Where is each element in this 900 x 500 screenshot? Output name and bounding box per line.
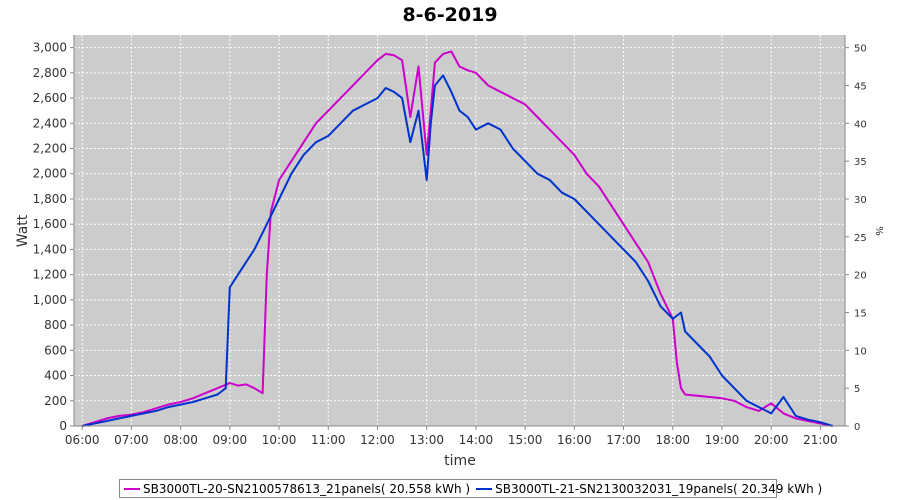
y-tick-label-12: 2,400: [33, 116, 67, 130]
y-right-tick-label-7: 35: [854, 157, 867, 168]
legend-swatch-1: [124, 487, 140, 490]
series-line-1: [81, 50, 833, 427]
x-tick-label-10: 16:00: [557, 433, 592, 447]
y-right-tick-label-5: 25: [854, 233, 867, 244]
y-tick-label-7: 1,400: [33, 242, 67, 256]
x-tick-label-1: 07:00: [114, 433, 149, 447]
x-tick-label-15: 21:00: [803, 433, 838, 447]
y-tick-label-6: 1,200: [33, 268, 67, 282]
y-ticks-right: 0 5 10 15 20 25 30 35 40 45 50: [845, 44, 867, 433]
x-tick-label-5: 11:00: [311, 433, 346, 447]
legend: SB3000TL-20-SN2100578613_21panels( 20.55…: [119, 479, 822, 498]
x-axis-label: time: [444, 453, 476, 469]
y-axis-right-label: %: [873, 226, 884, 236]
x-tick-label-11: 17:00: [606, 433, 641, 447]
plot-background: [74, 35, 845, 426]
y-tick-label-1: 200: [44, 394, 67, 408]
y-right-tick-label-4: 20: [854, 271, 867, 282]
y-tick-label-2: 400: [44, 369, 67, 383]
y-right-tick-label-6: 30: [854, 195, 867, 206]
x-tick-label-8: 14:00: [459, 433, 494, 447]
x-tick-label-0: 06:00: [65, 433, 100, 447]
y-right-tick-label-1: 5: [854, 384, 860, 395]
series-line-2: [82, 74, 833, 427]
legend-entry-2: SB3000TL-21-SN2130032031_19panels( 20.34…: [476, 482, 822, 496]
x-tick-label-14: 20:00: [754, 433, 789, 447]
y-right-tick-label-3: 15: [854, 308, 867, 319]
grid: [74, 35, 845, 426]
x-tick-label-4: 10:00: [262, 433, 297, 447]
x-tick-label-3: 09:00: [213, 433, 248, 447]
y-tick-label-11: 2,200: [33, 142, 67, 156]
legend-swatch-2: [476, 487, 493, 490]
y-tick-label-8: 1,600: [33, 217, 67, 231]
legend-entry-1: SB3000TL-20-SN2100578613_21panels( 20.55…: [124, 482, 470, 496]
y-right-tick-label-10: 50: [854, 44, 867, 55]
y-tick-label-14: 2,800: [33, 66, 67, 80]
y-tick-label-10: 2,000: [33, 167, 67, 181]
legend-label-2: SB3000TL-21-SN2130032031_19panels( 20.34…: [495, 481, 823, 496]
y-tick-label-3: 600: [44, 343, 67, 357]
x-tick-label-6: 12:00: [360, 433, 395, 447]
y-right-tick-label-9: 45: [854, 81, 867, 92]
x-ticks: 06:00 07:00 08:00 09:00 10:00 11:00 12:00 13:00…: [65, 426, 838, 447]
y-tick-label-13: 2,600: [33, 91, 67, 105]
x-tick-label-12: 18:00: [655, 433, 690, 447]
y-tick-label-9: 1,800: [33, 192, 67, 206]
x-tick-label-9: 15:00: [508, 433, 543, 447]
x-tick-label-2: 08:00: [163, 433, 198, 447]
y-tick-label-5: 1,000: [33, 293, 67, 307]
y-ticks: 0 200 400 600 800 1,000 1,200 1,400 1,600 1,800 2,…: [33, 41, 74, 433]
legend-label-1: SB3000TL-20-SN2100578613_21panels( 20.55…: [143, 481, 471, 496]
y-right-tick-label-2: 10: [854, 346, 867, 357]
x-tick-label-13: 19:00: [705, 433, 740, 447]
series-lines: [81, 50, 833, 427]
y-tick-label-4: 800: [44, 318, 67, 332]
y-axis-label: Watt: [15, 214, 31, 247]
y-tick-label-0: 0: [59, 419, 67, 433]
chart-title: 8-6-2019: [402, 4, 497, 26]
y-right-tick-label-8: 40: [854, 119, 867, 130]
y-right-tick-label-0: 0: [854, 422, 860, 433]
y-tick-label-15: 3,000: [33, 41, 67, 55]
x-tick-label-7: 13:00: [409, 433, 444, 447]
